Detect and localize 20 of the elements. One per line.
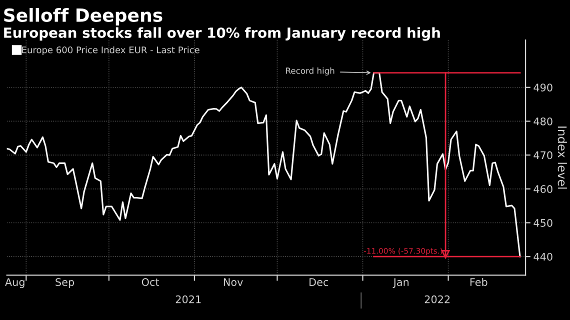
annotation: Record high <box>286 67 334 76</box>
y-tick-label: 460 <box>534 185 552 194</box>
y-tick-label: 490 <box>534 84 552 92</box>
text: 2022 <box>424 295 450 304</box>
legend-label: Europe 600 Price Index EUR - Last Price <box>22 46 200 56</box>
y-tick-label: 450 <box>534 218 552 227</box>
chart-title: Selloff Deepens <box>4 8 162 26</box>
text: 2021 <box>176 295 201 304</box>
y-tick-label: 480 <box>534 117 552 126</box>
x-tick-label: Sep <box>56 278 74 288</box>
x-tick-label: Feb <box>470 278 488 286</box>
x-tick-label: Jan <box>392 278 409 288</box>
y-tick-label: 470 <box>534 151 552 160</box>
y-tick-label: 440 <box>534 252 552 261</box>
y-axis-title: Index level <box>558 126 567 189</box>
x-tick-label: Dec <box>310 278 328 286</box>
x-tick-label: Aug <box>5 278 24 288</box>
x-tick-label: Oct <box>142 278 160 286</box>
x-tick-label: Nov <box>224 278 243 286</box>
chart-subtitle: European stocks fall over 10% from January record high <box>4 27 440 41</box>
